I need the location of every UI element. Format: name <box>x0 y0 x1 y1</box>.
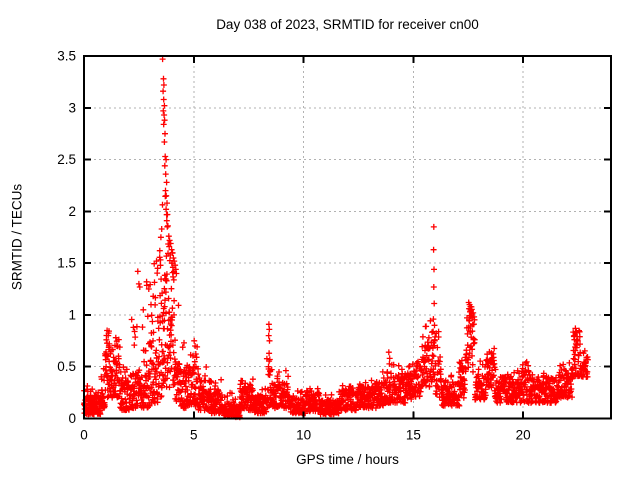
x-tick-label: 10 <box>296 428 311 443</box>
x-tick-label: 20 <box>516 428 531 443</box>
y-tick-label: 2 <box>68 204 76 219</box>
y-tick-label: 2.5 <box>57 152 76 167</box>
data-points <box>81 56 591 421</box>
x-axis-label: GPS time / hours <box>296 452 399 467</box>
x-tick-label: 5 <box>190 428 198 443</box>
y-tick-label: 3 <box>68 100 76 115</box>
y-axis-label: SRMTID / TECUs <box>9 183 25 291</box>
axis-ticks <box>83 55 611 420</box>
x-tick-label: 0 <box>80 428 88 443</box>
y-tick-label: 0 <box>68 411 76 426</box>
chart-title: Day 038 of 2023, SRMTID for receiver cn0… <box>216 17 479 32</box>
y-tick-label: 3.5 <box>57 49 76 64</box>
y-tick-label: 1 <box>68 307 76 322</box>
plot-border <box>83 55 612 420</box>
y-tick-label: 1.5 <box>57 256 76 271</box>
y-tick-label: 0.5 <box>57 359 76 374</box>
gridlines <box>84 56 611 419</box>
x-tick-label: 15 <box>406 428 421 443</box>
